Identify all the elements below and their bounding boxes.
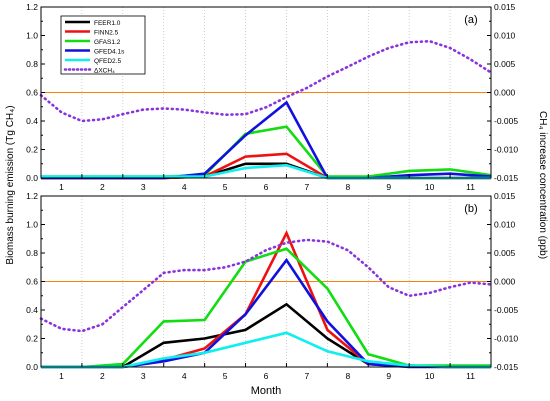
y-axis-label-left: Biomass burning emission (Tg CH₄)	[5, 105, 16, 264]
series-line-feer10	[41, 302, 491, 369]
y-left-tick-label: 0.8	[26, 248, 38, 258]
legend-entry: QFED2.5	[94, 58, 121, 65]
x-tick-label: 5	[223, 182, 228, 192]
x-tick-label: 10	[425, 371, 435, 381]
x-tick-label: 2	[100, 182, 105, 192]
x-tick-label: 2	[100, 371, 105, 381]
x-tick-label: 9	[386, 182, 391, 192]
y-right-tick-label: 0.005	[494, 248, 516, 258]
y-left-tick-label: 1.0	[26, 220, 38, 230]
series-line-dxch4	[39, 238, 493, 333]
y-left-tick-label: 0.0	[26, 362, 38, 372]
x-tick-label: 3	[141, 371, 146, 381]
x-tick-label: 6	[264, 371, 269, 381]
x-tick-label: 11	[466, 182, 475, 192]
y-left-tick-label: 0.8	[26, 59, 38, 69]
series-line-finn25	[41, 230, 491, 369]
y-right-tick-label: 0.010	[494, 31, 516, 41]
x-axis-label: Month	[251, 385, 282, 397]
y-left-tick-label: 0.4	[26, 116, 38, 126]
y-left-tick-label: 0.6	[26, 88, 38, 98]
panel-label: (a)	[464, 14, 477, 26]
y-right-tick-label: 0.015	[494, 2, 516, 12]
x-tick-label: 6	[264, 182, 269, 192]
series-line-dxch4	[39, 39, 493, 123]
series-line-gfas12	[41, 247, 491, 369]
y-left-tick-label: 0.6	[26, 277, 38, 287]
y-right-tick-label: -0.010	[494, 145, 518, 155]
y-right-tick-label: -0.015	[494, 173, 518, 183]
panel-b: 0.0 0.2 0.4 0.6 0.8 1.0 1.2 -0.015 -0.010 -0.005 0…	[26, 191, 518, 381]
x-tick-label: 9	[386, 371, 391, 381]
legend-entry: ΔXCH₄	[94, 67, 115, 74]
x-tick-label: 7	[305, 371, 310, 381]
legend: FEER1.0 FINN2.5 GFAS1.2 GFED4.1s QFED2.5 ΔXCH…	[60, 15, 146, 75]
y-right-tick-label: 0.000	[494, 88, 516, 98]
panel-label: (b)	[464, 203, 477, 215]
series-line-gfas12	[41, 125, 492, 178]
x-tick-label: 4	[182, 182, 187, 192]
x-tick-label: 1	[59, 371, 64, 381]
x-tick-label: 3	[141, 182, 146, 192]
x-tick-label: 5	[223, 371, 228, 381]
x-tick-label: 1	[59, 182, 64, 192]
x-tick-label: 8	[345, 182, 350, 192]
legend-entry: GFAS1.2	[94, 39, 121, 46]
legend-entry: FEER1.0	[94, 20, 121, 27]
x-tick-label: 4	[182, 371, 187, 381]
y-left-tick-label: 1.2	[26, 2, 38, 12]
x-tick-label: 11	[466, 371, 475, 381]
x-tick-label: 7	[305, 182, 310, 192]
series-line-qfed25	[41, 331, 491, 369]
y-left-tick-label: 0.2	[26, 145, 38, 155]
y-right-tick-label: 0.000	[494, 277, 516, 287]
legend-entry: FINN2.5	[94, 29, 119, 36]
y-left-tick-label: 0.2	[26, 334, 38, 344]
y-right-tick-label: 0.005	[494, 59, 516, 69]
y-right-tick-label: -0.005	[494, 116, 518, 126]
y-right-tick-label: -0.010	[494, 334, 518, 344]
y-right-tick-label: -0.015	[494, 362, 518, 372]
y-axis-label-right: CH₄ increase concentration (ppb)	[537, 111, 548, 259]
y-left-tick-label: 1.0	[26, 31, 38, 41]
legend-entry: GFED4.1s	[94, 48, 125, 55]
x-tick-label: 10	[425, 182, 435, 192]
y-left-tick-label: 1.2	[26, 191, 38, 201]
y-left-tick-label: 0.0	[26, 173, 38, 183]
y-right-tick-label: 0.010	[494, 220, 516, 230]
panel-a: 0.0 0.2 0.4 0.6 0.8 1.0 1.2 -0.015 -0.010 -0.005 0…	[26, 2, 518, 192]
y-right-tick-label: 0.015	[494, 191, 516, 201]
y-right-tick-label: -0.005	[494, 305, 518, 315]
y-left-tick-label: 0.4	[26, 305, 38, 315]
x-tick-label: 8	[345, 371, 350, 381]
legend-box	[60, 15, 146, 75]
